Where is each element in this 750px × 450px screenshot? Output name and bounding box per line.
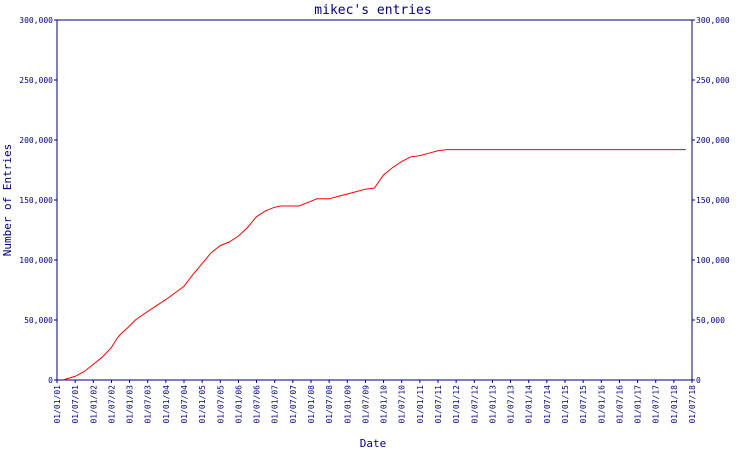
x-tick-label: 01/01/02 <box>89 385 98 424</box>
x-tick-label: 01/07/05 <box>216 385 225 424</box>
x-tick-label: 01/07/16 <box>615 385 624 424</box>
y-tick-label-left: 250,000 <box>19 76 53 85</box>
x-tick-label: 01/07/15 <box>579 385 588 424</box>
y-tick-label-left: 150,000 <box>19 196 53 205</box>
chart-title: mikec's entries <box>314 3 431 18</box>
x-tick-label: 01/07/08 <box>325 385 334 424</box>
y-tick-label-right: 150,000 <box>696 196 730 205</box>
x-tick-label: 01/01/18 <box>670 385 679 424</box>
y-tick-label-right: 0 <box>696 376 701 385</box>
x-tick-label: 01/01/13 <box>488 385 497 424</box>
x-axis: 01/01/01 01/07/01 01/01/02 01/07/02 01/01/03… <box>53 380 697 424</box>
x-tick-label: 01/01/07 <box>271 385 280 424</box>
y-tick-label-right: 50,000 <box>696 316 725 325</box>
y-tick-label-left: 300,000 <box>19 16 53 25</box>
y-tick-label-right: 200,000 <box>696 136 730 145</box>
x-tick-label: 01/01/09 <box>343 385 352 424</box>
y-axis-label: Number of Entries <box>1 144 14 257</box>
x-axis-label: Date <box>360 437 387 450</box>
x-tick-label: 01/01/06 <box>234 385 243 424</box>
x-tick-label: 01/07/18 <box>688 385 697 424</box>
x-tick-label: 01/07/07 <box>289 385 298 424</box>
x-tick-label: 01/01/10 <box>380 385 389 424</box>
x-tick-label: 01/01/14 <box>525 385 534 424</box>
y-tick-label-left: 100,000 <box>19 256 53 265</box>
x-tick-label: 01/07/14 <box>543 385 552 424</box>
y-tick-label-right: 300,000 <box>696 16 730 25</box>
x-tick-label: 01/01/11 <box>416 385 425 424</box>
x-tick-label: 01/07/11 <box>434 385 443 424</box>
series-group <box>62 149 686 381</box>
x-tick-label: 01/01/01 <box>53 385 62 424</box>
x-tick-label: 01/01/16 <box>597 385 606 424</box>
x-tick-label: 01/01/08 <box>307 385 316 424</box>
x-tick-label: 01/01/12 <box>452 385 461 424</box>
x-tick-label: 01/07/02 <box>107 385 116 424</box>
x-tick-label: 01/07/06 <box>253 385 262 424</box>
x-tick-label: 01/07/04 <box>180 385 189 424</box>
x-tick-label: 01/01/03 <box>126 385 135 424</box>
y-tick-label-left: 0 <box>48 376 53 385</box>
x-tick-label: 01/01/04 <box>162 385 171 424</box>
y-axis-left: 0 50,000 100,000 150,000 200,000 250,000 300,0… <box>19 16 57 385</box>
plot-frame <box>56 19 693 381</box>
y-tick-label-left: 50,000 <box>24 316 53 325</box>
x-tick-label: 01/07/10 <box>398 385 407 424</box>
x-tick-label: 01/01/05 <box>198 385 207 424</box>
y-tick-label-left: 200,000 <box>19 136 53 145</box>
x-tick-label: 01/07/09 <box>361 385 370 424</box>
y-tick-label-right: 100,000 <box>696 256 730 265</box>
x-tick-label: 01/07/12 <box>470 385 479 424</box>
x-tick-label: 01/01/15 <box>561 385 570 424</box>
x-tick-label: 01/07/17 <box>652 385 661 424</box>
x-tick-label: 01/01/17 <box>634 385 643 424</box>
y-axis-right: 0 50,000 100,000 150,000 200,000 250,000 300,0… <box>692 16 730 385</box>
series-line-0 <box>62 149 686 381</box>
x-tick-label: 01/07/13 <box>507 385 516 424</box>
y-tick-label-right: 250,000 <box>696 76 730 85</box>
x-tick-label: 01/07/03 <box>144 385 153 424</box>
x-tick-label: 01/07/01 <box>71 385 80 424</box>
